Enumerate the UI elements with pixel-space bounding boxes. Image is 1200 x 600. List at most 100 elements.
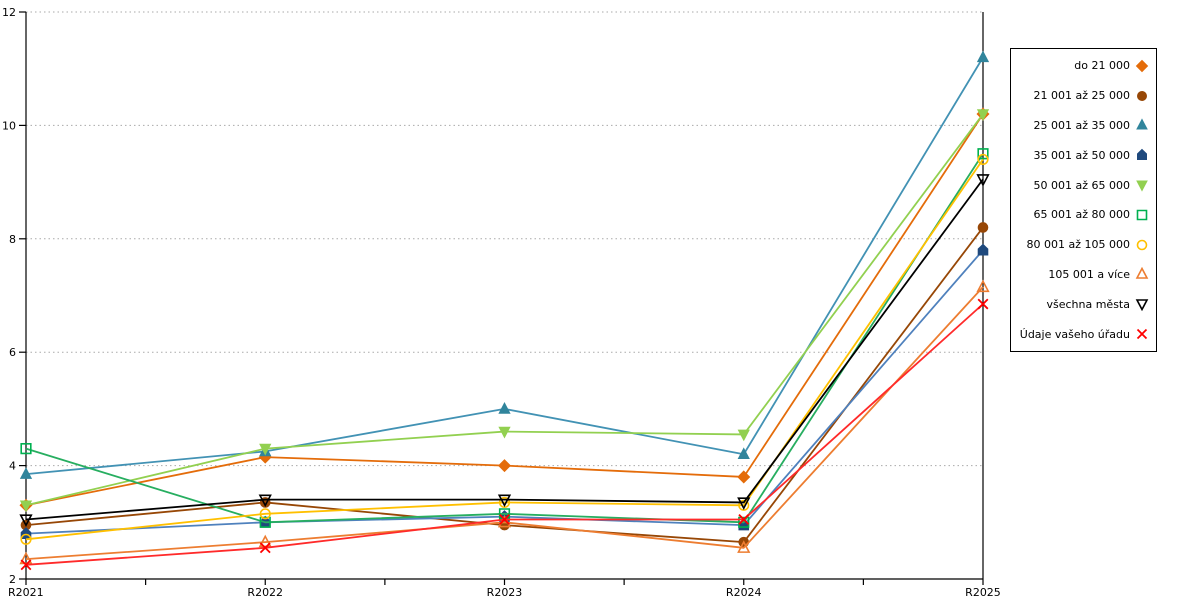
marker-diamond — [1135, 59, 1149, 73]
marker-square — [259, 516, 271, 528]
marker-triangle-down — [976, 109, 990, 121]
legend-marker-circle-icon — [1136, 239, 1148, 250]
legend-marker-pentagon-icon — [1137, 149, 1147, 161]
legend-label: 21 001 až 25 000 — [1033, 89, 1131, 103]
x-tick-label: R2021 — [8, 586, 44, 599]
marker-x — [20, 559, 32, 571]
legend-item: 80 001 až 105 000 — [1013, 231, 1150, 259]
legend-label: 35 001 až 50 000 — [1033, 148, 1131, 162]
legend-label: 50 001 až 65 000 — [1033, 178, 1131, 192]
marker-triangle-down — [258, 494, 272, 508]
marker-x — [259, 542, 271, 554]
marker-triangle-up — [737, 447, 750, 460]
legend-marker-circle-icon — [1137, 90, 1147, 101]
legend-label: Údaje vašeho úřadu — [1019, 327, 1130, 341]
legend-marker-triangle-up-icon — [1135, 267, 1149, 280]
marker-triangle-down — [737, 429, 750, 442]
legend-item: 21 001 až 25 000 — [1013, 82, 1150, 110]
y-tick-label: 12 — [2, 6, 16, 19]
marker-circle — [259, 508, 271, 520]
marker-triangle-up — [737, 540, 751, 553]
marker-pentagon — [977, 243, 989, 256]
series-všechna-města — [19, 174, 990, 527]
legend-label: 105 001 a více — [1048, 267, 1130, 281]
series-line — [25, 178, 984, 521]
y-tick-label: 8 — [9, 233, 16, 246]
legend-item: 105 001 a více — [1013, 260, 1150, 288]
marker-circle — [1137, 90, 1147, 101]
marker-triangle-up — [976, 279, 990, 293]
y-tick-label: 4 — [9, 460, 16, 473]
marker-triangle-up — [1135, 267, 1149, 280]
marker-triangle-down — [1135, 299, 1149, 312]
legend-item: do 21 000 — [1013, 52, 1150, 80]
marker-triangle-up — [498, 402, 511, 414]
marker-circle — [738, 499, 750, 511]
x-tick-label: R2025 — [965, 586, 1001, 599]
marker-x — [977, 298, 989, 310]
y-tick-label: 6 — [9, 346, 16, 359]
legend-item: všechna města — [1013, 290, 1150, 318]
marker-triangle-up — [19, 551, 33, 565]
legend-marker-triangle-up-icon — [1136, 118, 1148, 130]
chart-legend: do 21 000 21 001 až 25 000 25 001 až 35 00… — [1010, 48, 1157, 352]
marker-diamond — [737, 470, 751, 484]
marker-circle — [1136, 239, 1148, 250]
series-line — [25, 113, 984, 507]
x-tick-label: R2023 — [487, 586, 523, 599]
marker-triangle-down — [1136, 180, 1148, 192]
legend-marker-triangle-down-icon — [1135, 299, 1149, 312]
marker-triangle-down — [497, 494, 512, 508]
x-tick-label: R2022 — [247, 586, 283, 599]
series-do-21-000 — [19, 107, 990, 512]
marker-triangle-down — [259, 443, 272, 456]
legend-label: 80 001 až 105 000 — [1026, 238, 1131, 252]
marker-x — [1136, 328, 1148, 340]
series-line — [25, 153, 984, 524]
series-line — [25, 286, 984, 561]
marker-triangle-down — [976, 174, 990, 187]
marker-triangle-down — [498, 426, 511, 439]
legend-marker-x-icon — [1136, 328, 1148, 340]
legend-label: do 21 000 — [1074, 59, 1130, 73]
x-tick-label: R2024 — [726, 586, 762, 599]
marker-triangle-down — [737, 497, 751, 510]
legend-label: všechna města — [1046, 297, 1130, 311]
legend-label: 25 001 až 35 000 — [1033, 118, 1131, 132]
marker-x — [738, 514, 750, 525]
marker-triangle-up — [19, 467, 33, 479]
legend-marker-square-icon — [1136, 209, 1148, 221]
marker-triangle-up — [976, 50, 990, 63]
legend-marker-diamond-icon — [1135, 59, 1149, 73]
marker-square — [1136, 209, 1148, 221]
series-údaje-vašeho-úřadu — [20, 298, 989, 571]
series-25-001-až-35-000 — [19, 50, 990, 479]
series-line — [25, 249, 984, 535]
marker-circle — [20, 533, 32, 545]
marker-circle — [498, 496, 511, 509]
series-80-001-až-105-000 — [20, 153, 989, 545]
legend-item: 50 001 až 65 000 — [1013, 171, 1150, 199]
marker-pentagon — [1137, 149, 1147, 161]
y-tick-label: 2 — [9, 573, 16, 586]
marker-circle — [977, 222, 989, 233]
series-50-001-až-65-000 — [19, 109, 990, 513]
marker-diamond — [497, 459, 512, 473]
marker-triangle-up — [258, 534, 272, 548]
legend-label: 65 001 až 80 000 — [1033, 208, 1131, 222]
legend-item: 25 001 až 35 000 — [1013, 111, 1150, 139]
marker-triangle-down — [19, 500, 33, 513]
marker-circle — [977, 153, 989, 166]
marker-triangle-up — [1136, 118, 1148, 130]
marker-x — [499, 514, 510, 525]
series-line — [25, 158, 984, 541]
marker-triangle-down — [19, 514, 33, 527]
y-tick-label: 10 — [2, 119, 16, 132]
marker-square — [20, 442, 32, 455]
legend-item: 65 001 až 80 000 — [1013, 201, 1150, 229]
legend-marker-triangle-down-icon — [1136, 180, 1148, 192]
series-line — [25, 113, 984, 507]
legend-item: 35 001 až 50 000 — [1013, 141, 1150, 169]
